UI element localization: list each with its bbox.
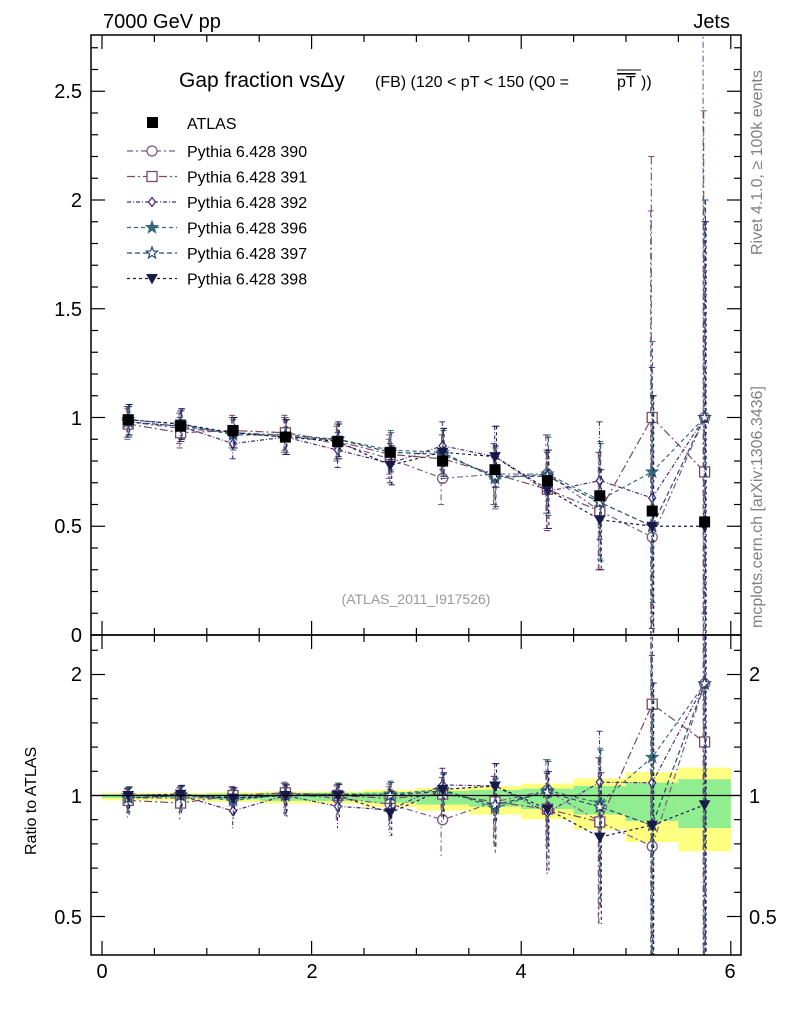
ytick-ratio-0.5-right: 0.5 (749, 907, 777, 929)
ratio-series-point (384, 808, 397, 819)
atlas-data-point (541, 475, 553, 487)
legend-marker (146, 274, 158, 285)
ratio-series-point (646, 820, 659, 832)
legend-label: Pythia 6.428 392 (187, 195, 307, 212)
main-panel-content (120, 35, 712, 635)
side-label-rivet: Rivet 4.1.0, ≥ 100k events (749, 70, 766, 255)
watermark-analysis-id: (ATLAS_2011_I917526) (342, 591, 491, 607)
atlas-data-point (227, 425, 239, 437)
series-6 (122, 221, 711, 635)
atlas-data-point (594, 490, 606, 502)
chart-title: Gap fraction vsΔy (FB) (120 < pT < 150 (… (179, 69, 652, 92)
axis-ticks (91, 35, 741, 955)
series-5 (120, 199, 712, 635)
series-point (646, 521, 659, 533)
series-line (128, 417, 706, 499)
legend-marker-atlas (147, 117, 158, 128)
ratio-series-point (698, 800, 711, 811)
xtick-6: 6 (724, 961, 735, 983)
legend-label: Pythia 6.428 391 (187, 170, 307, 187)
atlas-data (122, 414, 711, 528)
ytick-main-0: 0 (71, 625, 82, 647)
ytick-ratio-1-left: 1 (71, 786, 82, 808)
series-point (697, 409, 712, 424)
xtick-0: 0 (96, 961, 107, 983)
ratio-series-line (128, 683, 706, 814)
series-point (384, 460, 397, 472)
ratio-series-6 (122, 635, 711, 955)
legend-marker (144, 219, 160, 234)
ratio-series-point (487, 797, 503, 812)
ratio-ylabel: Ratio to ATLAS (23, 747, 40, 855)
ytick-main-0.5: 0.5 (54, 516, 82, 538)
atlas-data-point (175, 420, 187, 432)
atlas-data-point (489, 464, 501, 476)
series-line (128, 419, 705, 527)
atlas-data-point (384, 446, 396, 458)
ratio-series-point (489, 781, 501, 792)
ratio-series-point (540, 784, 555, 799)
ytick-ratio-1-right: 1 (749, 786, 760, 808)
legend-marker (146, 145, 158, 157)
ratio-series-point (436, 784, 449, 796)
atlas-data-point (699, 516, 711, 528)
legend-label: Pythia 6.428 397 (187, 246, 307, 263)
header-right-label: Jets (693, 11, 730, 33)
legend: ATLAS Pythia 6.428 390 Pythia 6.428 391 Py… (127, 116, 307, 289)
series-point (489, 452, 501, 463)
ratio-series-5 (120, 635, 712, 955)
legend-label: Pythia 6.428 398 (187, 272, 307, 289)
atlas-data-point (122, 414, 134, 426)
ratio-series-point (592, 799, 608, 814)
ytick-main-1: 1 (71, 408, 82, 430)
ratio-series-line (128, 683, 706, 848)
series-line (128, 417, 706, 538)
xtick-4: 4 (515, 961, 526, 983)
ratio-series-line (128, 785, 705, 838)
series-point (593, 515, 606, 526)
ratio-series-line (128, 703, 705, 823)
ratio-series-point (227, 793, 239, 805)
ratio-series-point (593, 832, 606, 844)
header-left-label: 7000 GeV pp (103, 11, 221, 33)
atlas-data-point (437, 455, 449, 467)
legend-marker (147, 196, 157, 208)
ratio-series-4 (120, 635, 712, 955)
chart-title-close: )) (641, 74, 652, 91)
series-2 (122, 110, 711, 635)
chart-title-main: Gap fraction vsΔy (179, 69, 345, 92)
chart-title-suffix: (FB) (120 < pT < 150 (Q0 = (375, 74, 569, 91)
ratio-series-point (541, 804, 554, 816)
ratio-series-3 (123, 635, 709, 955)
series-point (644, 464, 660, 479)
legend-marker (144, 245, 160, 260)
series-4 (120, 199, 712, 635)
atlas-data-point (646, 505, 658, 517)
legend-label: Pythia 6.428 396 (187, 221, 307, 238)
series-line (128, 417, 706, 528)
ratio-series-point (174, 789, 187, 801)
ytick-main-1.5: 1.5 (54, 299, 82, 321)
legend-marker (146, 170, 158, 183)
legend-label: Pythia 6.428 390 (187, 144, 307, 161)
ytick-main-2: 2 (71, 190, 82, 212)
ytick-ratio-2-right: 2 (749, 664, 760, 686)
side-label-mcplots: mcplots.cern.ch [arXiv:1306.3436] (749, 386, 766, 628)
ratio-band-inner (521, 788, 574, 810)
atlas-data-point (332, 435, 344, 447)
ratio-series-point (644, 749, 660, 764)
ratio-series-point (436, 814, 449, 826)
chart-title-overline: pT (617, 74, 636, 91)
ytick-ratio-2-left: 2 (71, 664, 82, 686)
series-line (128, 417, 706, 501)
xtick-2: 2 (306, 961, 317, 983)
ytick-main-2.5: 2.5 (54, 81, 82, 103)
legend-label-atlas: ATLAS (187, 116, 237, 133)
atlas-data-point (279, 431, 291, 443)
series-point (436, 447, 449, 459)
ratio-series-point (697, 676, 712, 691)
ytick-ratio-0.5-left: 0.5 (54, 907, 82, 929)
